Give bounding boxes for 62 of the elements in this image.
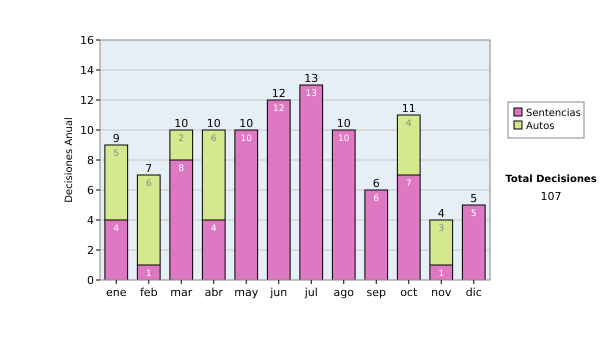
- data-label: 3: [438, 224, 444, 234]
- legend-label: Autos: [526, 121, 554, 132]
- total-label: 9: [112, 132, 120, 145]
- data-label: 8: [178, 164, 184, 174]
- y-axis-title: Decisiones Anual: [64, 117, 75, 203]
- total-label: 11: [402, 102, 416, 115]
- y-tick-label: 16: [80, 34, 94, 47]
- data-label: 10: [338, 134, 350, 144]
- total-label: 13: [304, 72, 318, 85]
- data-label: 6: [210, 134, 217, 144]
- data-label: 5: [470, 209, 477, 219]
- total-label: 10: [239, 117, 254, 130]
- x-tick-label: nov: [431, 286, 452, 299]
- bar: [234, 130, 258, 280]
- data-label: 6: [146, 179, 152, 189]
- bar: [266, 100, 291, 280]
- total-label: 10: [174, 117, 188, 130]
- total-label: 7: [145, 162, 152, 175]
- x-tick-label: may: [234, 286, 259, 299]
- data-label: 13: [306, 89, 317, 99]
- data-label: 7: [406, 179, 412, 189]
- data-label: 12: [273, 104, 284, 114]
- x-tick-label: sep: [366, 286, 386, 299]
- y-tick-label: 0: [87, 274, 94, 287]
- data-label: 1: [146, 269, 152, 279]
- y-tick-label: 10: [80, 124, 94, 137]
- x-tick-label: dic: [466, 286, 482, 299]
- x-tick-label: oct: [400, 286, 418, 299]
- bar: [299, 84, 324, 280]
- data-label: 1: [438, 269, 444, 279]
- total-label: 5: [470, 192, 478, 205]
- legend-label: Sentencias: [526, 108, 581, 119]
- y-tick-label: 2: [87, 244, 94, 257]
- data-label: 4: [113, 224, 120, 234]
- x-tick-label: mar: [170, 286, 193, 299]
- data-label: 2: [178, 134, 184, 144]
- text: Total Decisiones: [505, 174, 597, 185]
- x-tick-label: ago: [334, 286, 354, 299]
- data-label: 4: [210, 224, 217, 234]
- x-tick-label: jul: [304, 286, 318, 299]
- bar: [462, 204, 486, 280]
- x-tick-label: feb: [140, 286, 158, 299]
- data-label: 10: [240, 134, 252, 144]
- y-tick-label: 12: [80, 94, 94, 107]
- y-tick-label: 4: [87, 214, 94, 227]
- y-tick-label: 14: [80, 64, 94, 77]
- x-tick-label: ene: [106, 286, 127, 299]
- text: 107: [540, 190, 562, 203]
- x-tick-label: jun: [269, 286, 288, 299]
- total-label: 4: [438, 207, 445, 220]
- total-label: 6: [372, 177, 380, 190]
- y-tick-label: 8: [87, 154, 94, 167]
- total-label: 10: [336, 117, 351, 130]
- data-label: 6: [373, 194, 380, 204]
- x-tick-label: abr: [204, 286, 224, 299]
- bar: [364, 190, 388, 280]
- data-label: 4: [406, 119, 412, 129]
- total-label: 12: [272, 87, 286, 100]
- data-label: 5: [113, 149, 120, 159]
- y-tick-label: 6: [87, 184, 94, 197]
- bar: [332, 130, 356, 280]
- total-label: 10: [206, 117, 221, 130]
